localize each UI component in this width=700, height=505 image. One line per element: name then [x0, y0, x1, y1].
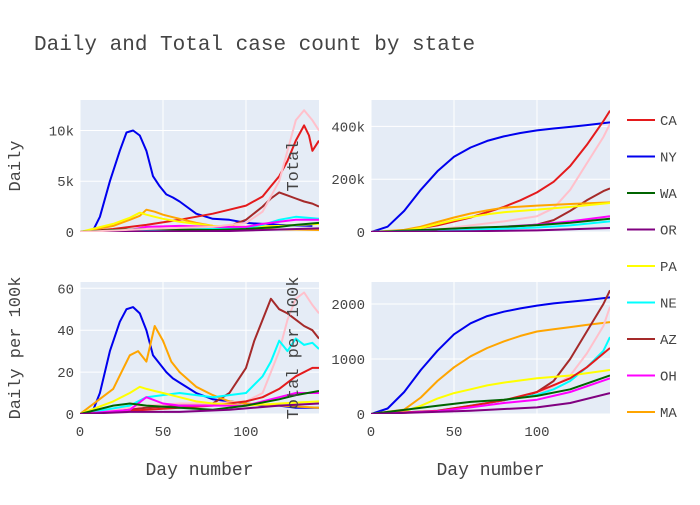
- series-line-wa: [371, 217, 610, 232]
- legend-item-ma[interactable]: MA: [627, 406, 677, 422]
- x-tick-label: 50: [446, 425, 463, 441]
- y-tick-label: 400k: [331, 120, 365, 136]
- subplots: 0 5k 10k Daily 0 200k 400k Total 0 20 40 60 0 50 100 Da…: [7, 100, 610, 481]
- series-line-ny: [80, 129, 313, 232]
- x-tick-label: 0: [367, 425, 375, 441]
- y-tick-label: 0: [66, 226, 74, 242]
- legend-item-oh[interactable]: OH: [627, 370, 677, 386]
- series-line-pa: [371, 202, 610, 232]
- legend-label: CA: [660, 114, 677, 130]
- y-tick-label: 2000: [331, 298, 365, 314]
- legend-item-ne[interactable]: NE: [627, 297, 677, 313]
- subplot-4: 0 1000 2000 0 50 100 Total per 100k Day number: [285, 277, 610, 481]
- plot-background: [371, 100, 610, 232]
- y-tick-label: 60: [57, 282, 74, 298]
- chart-title: Daily and Total case count by state: [34, 34, 475, 57]
- legend-label: NY: [660, 151, 677, 167]
- legend[interactable]: CA NY WA OR PA NE AZ OH MA: [627, 114, 677, 422]
- series-line-ca: [80, 366, 319, 414]
- series-line-ne: [80, 337, 319, 414]
- legend-label: AZ: [660, 333, 677, 349]
- y-tick-label: 0: [357, 408, 365, 424]
- series-line-or: [371, 392, 610, 414]
- legend-label: NE: [660, 297, 677, 313]
- y-tick-label: 20: [57, 366, 74, 382]
- y-tick-label: 200k: [331, 173, 365, 189]
- series-line-ca: [80, 124, 319, 232]
- y-tick-label: 10k: [49, 124, 74, 140]
- series-group: [371, 289, 610, 414]
- subplot-3: 0 20 40 60 0 50 100 Daily per 100k Day number: [7, 277, 319, 481]
- plot-background: [80, 100, 319, 232]
- x-axis-label: Day number: [436, 461, 544, 481]
- series-line-oh: [80, 392, 319, 414]
- subplot-2: 0 200k 400k Total: [285, 100, 610, 242]
- series-line-ma: [371, 201, 610, 232]
- y-tick-label: 0: [66, 408, 74, 424]
- series-line-or: [80, 402, 319, 414]
- y-tick-label: 5k: [57, 175, 74, 191]
- y-tick-label: 0: [357, 226, 365, 242]
- series-line-ma: [371, 321, 610, 414]
- x-tick-label: 0: [76, 425, 84, 441]
- x-tick-label: 100: [524, 425, 549, 441]
- series-line-wa: [371, 374, 610, 414]
- y-axis-label: Total: [285, 140, 304, 191]
- legend-label: MA: [660, 406, 677, 422]
- series-line-pink: [371, 123, 610, 232]
- series-line-or: [80, 227, 319, 232]
- legend-item-ca[interactable]: CA: [627, 114, 677, 130]
- legend-label: PA: [660, 260, 677, 276]
- y-axis-label: Daily per 100k: [7, 277, 26, 420]
- series-line-ny: [371, 121, 610, 232]
- y-axis-label: Daily: [7, 140, 26, 191]
- x-axis-label: Day number: [145, 461, 253, 481]
- legend-item-pa[interactable]: PA: [627, 260, 677, 276]
- series-group: [80, 109, 319, 232]
- series-group: [371, 110, 610, 232]
- legend-item-wa[interactable]: WA: [627, 187, 677, 203]
- legend-label: WA: [660, 187, 677, 203]
- y-tick-label: 40: [57, 324, 74, 340]
- series-line-wa: [80, 390, 319, 414]
- y-axis-label: Total per 100k: [285, 277, 304, 420]
- series-group: [80, 291, 319, 414]
- y-tick-label: 1000: [331, 353, 365, 369]
- legend-label: OR: [660, 224, 677, 240]
- series-line-pink: [80, 291, 319, 414]
- x-tick-label: 50: [155, 425, 172, 441]
- series-line-pink: [80, 109, 319, 232]
- legend-item-az[interactable]: AZ: [627, 333, 677, 349]
- series-line-ny: [371, 296, 610, 414]
- legend-label: OH: [660, 370, 677, 386]
- legend-item-ny[interactable]: NY: [627, 151, 677, 167]
- legend-item-or[interactable]: OR: [627, 224, 677, 240]
- series-line-or: [371, 227, 610, 232]
- x-tick-label: 100: [233, 425, 258, 441]
- subplot-1: 0 5k 10k Daily: [7, 100, 319, 242]
